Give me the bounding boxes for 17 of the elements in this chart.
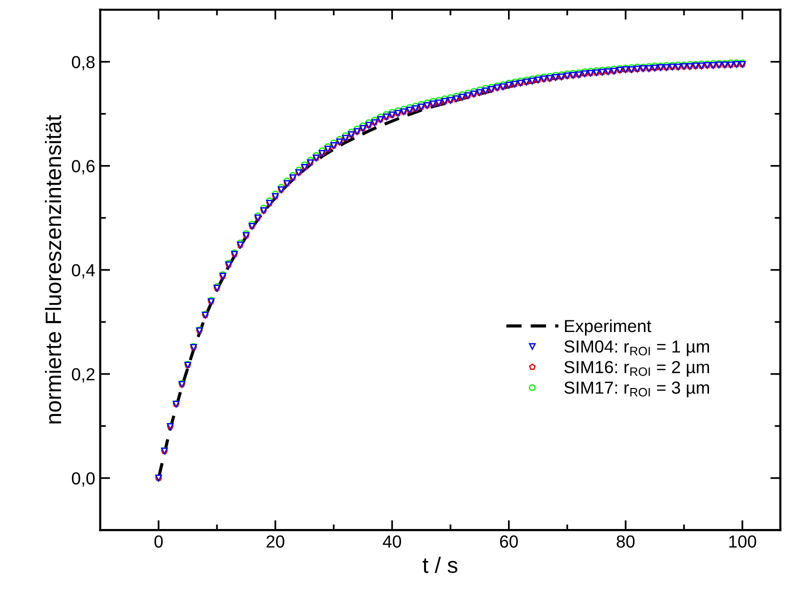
legend-label: SIM04: r$_{ROI}$ = 1 µm: [564, 340, 709, 356]
x-tick-label: 20: [266, 535, 284, 548]
y-tick-label: 0,8: [72, 56, 95, 70]
y-tick-label: 0,6: [72, 160, 95, 174]
x-tick-label: 60: [500, 535, 518, 548]
x-tick-label: 100: [729, 535, 756, 548]
y-tick-label: 0,4: [72, 264, 95, 278]
y-tick-label: 0,0: [72, 472, 95, 487]
legend-label: Experiment: [565, 319, 652, 336]
x-tick-label: 0: [154, 535, 163, 548]
y-tick-label: 0,2: [72, 368, 94, 383]
y-axis-title: normierte Fluoreszenzintensität: [44, 115, 62, 424]
x-tick-label: 40: [382, 535, 402, 548]
legend-label: SIM17: r$_{ROI}$ = 3 µm: [564, 382, 709, 398]
x-tick-label: 80: [616, 535, 635, 548]
x-axis-title: t / s: [422, 556, 458, 574]
legend-label: SIM16: r$_{ROI}$ = 2 µm: [564, 360, 709, 377]
